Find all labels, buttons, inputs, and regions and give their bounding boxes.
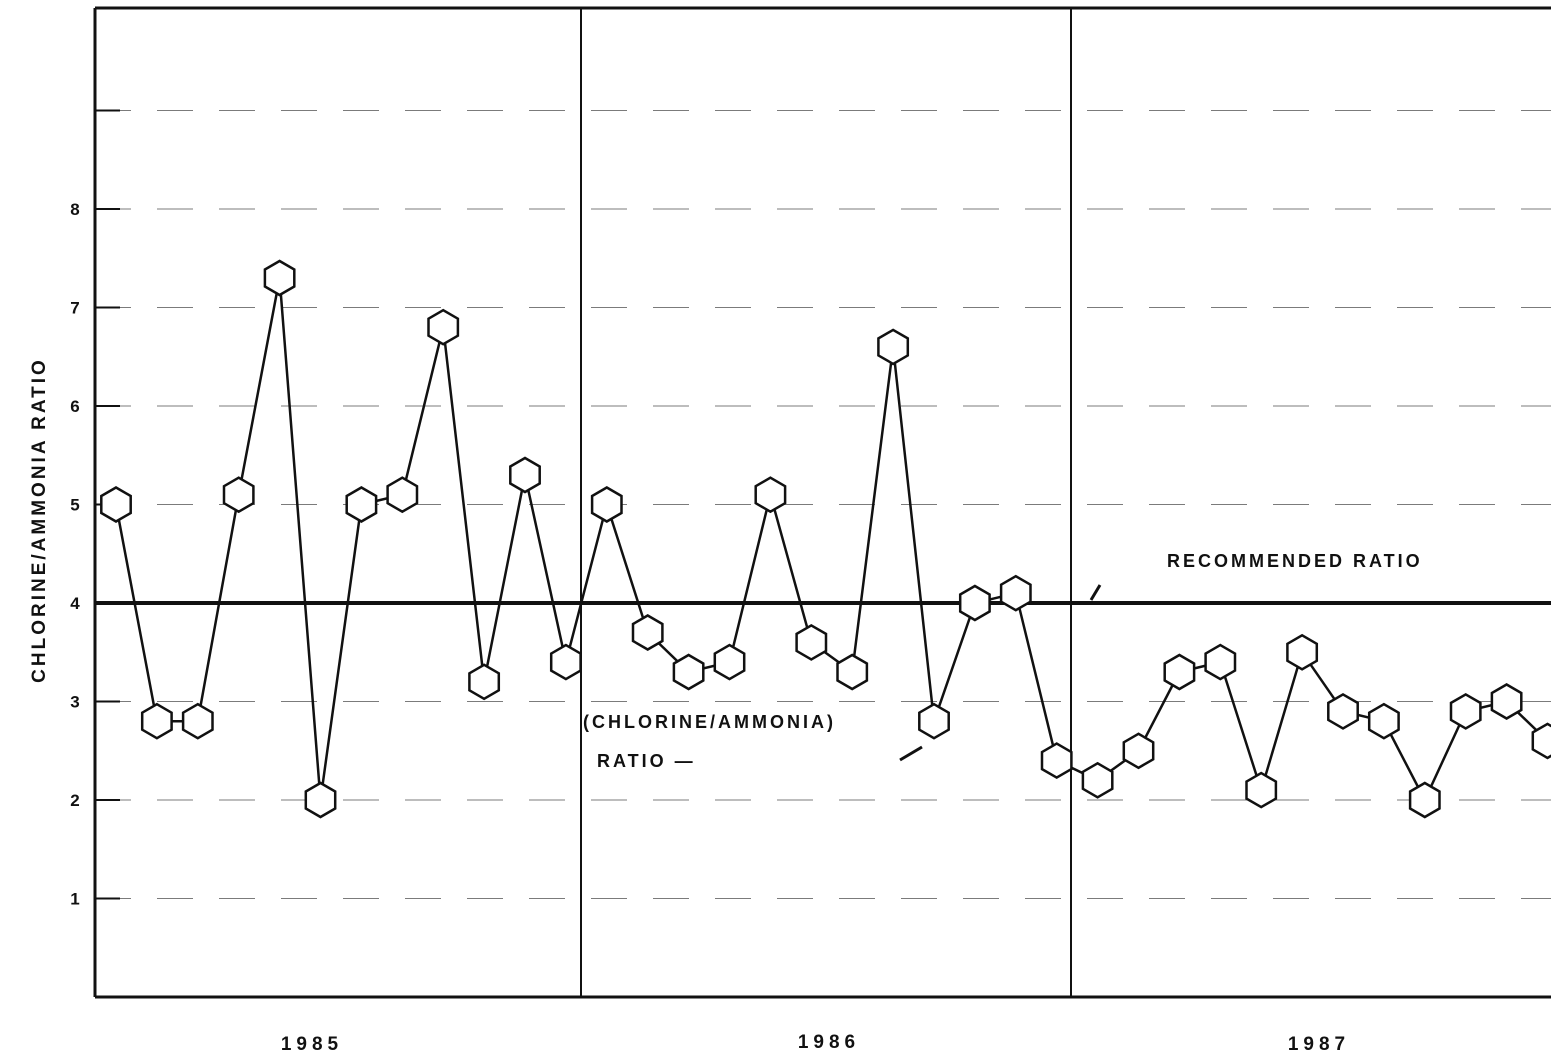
data-point-marker (140, 702, 173, 740)
data-point-marker (1122, 732, 1155, 770)
year-label-1987: 1987 (1288, 1034, 1350, 1055)
series-annotation-line1: (CHLORINE/AMMONIA) (583, 712, 836, 732)
data-point-marker (1490, 683, 1523, 720)
y-tick-label: 4 (70, 594, 80, 613)
gridlines (95, 110, 1551, 899)
data-point-marker (1163, 653, 1196, 691)
data-point-marker (222, 476, 255, 514)
year-label-1986: 1986 (798, 1032, 860, 1053)
y-axis-label: CHLORINE/AMMONIA RATIO (29, 357, 50, 683)
y-tick-label: 5 (70, 496, 79, 515)
y-tick-label: 1 (70, 890, 79, 909)
ratio-series-markers (100, 259, 1551, 819)
year-label-1985: 1985 (281, 1034, 343, 1055)
y-tick-label: 6 (70, 397, 79, 416)
y-tick-label: 2 (70, 791, 79, 810)
data-point-marker (1286, 633, 1319, 671)
y-tick-label: 8 (70, 200, 79, 219)
data-point-marker (958, 584, 991, 622)
data-point-marker (795, 623, 828, 661)
data-point-marker (304, 781, 337, 819)
data-point-marker (1245, 771, 1278, 809)
recommended-ratio-label: RECOMMENDED RATIO (1167, 551, 1423, 571)
data-point-marker (181, 702, 214, 740)
data-point-marker (672, 653, 705, 691)
data-point-marker (1204, 643, 1237, 681)
data-point-marker (509, 456, 541, 494)
data-point-marker (1449, 692, 1482, 730)
data-point-marker (999, 574, 1032, 612)
data-point-marker (386, 476, 419, 514)
data-point-marker (1081, 761, 1114, 799)
series-annotation-pointer (899, 745, 923, 762)
data-point-marker (1040, 742, 1073, 780)
recommended-ratio-pointer (1089, 584, 1102, 601)
data-point-marker (1408, 781, 1441, 819)
data-point-marker (713, 643, 746, 681)
series-annotation-line2: RATIO — (597, 751, 696, 771)
data-point-marker (631, 614, 664, 651)
data-point-marker (877, 328, 910, 366)
y-tick-label: 3 (70, 693, 79, 712)
data-point-marker (1531, 722, 1551, 760)
data-point-marker (100, 486, 132, 523)
data-point-marker (427, 308, 460, 346)
data-point-marker (918, 702, 950, 740)
data-point-marker (754, 476, 787, 514)
data-point-marker (549, 643, 582, 681)
data-point-marker (263, 259, 296, 297)
data-point-marker (1367, 702, 1400, 740)
data-point-marker (468, 663, 501, 701)
data-point-marker (590, 486, 623, 523)
data-point-marker (1327, 692, 1359, 730)
data-point-marker (836, 653, 869, 691)
y-tick-label: 7 (70, 299, 79, 318)
data-point-marker (345, 486, 378, 523)
